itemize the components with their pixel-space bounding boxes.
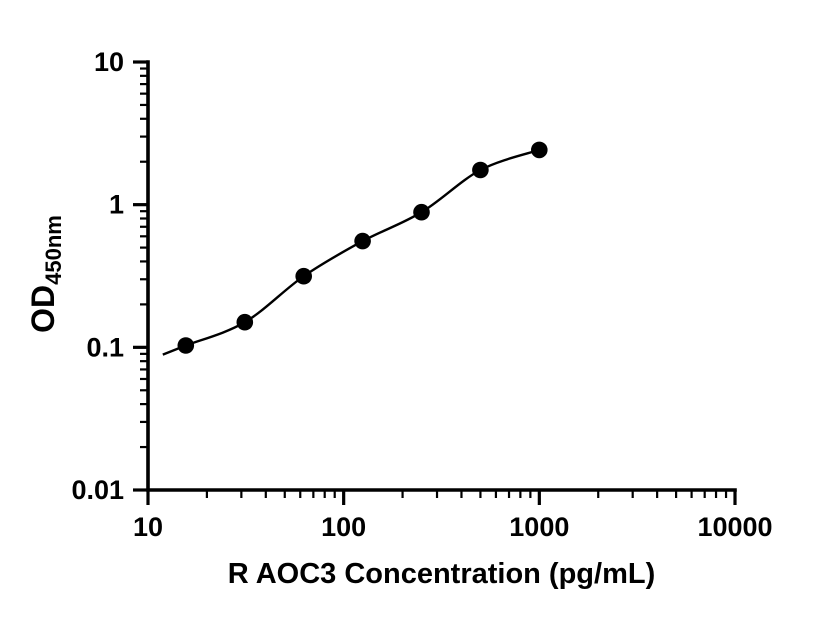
y-tick-label: 10 <box>94 47 124 77</box>
y-axis-title-main: OD <box>25 284 61 333</box>
y-tick-label: 0.1 <box>86 332 124 362</box>
y-tick-label: 0.01 <box>71 475 124 505</box>
data-point-marker <box>177 337 195 354</box>
fit-curve <box>162 148 540 356</box>
data-point-marker <box>295 267 313 285</box>
data-point-marker <box>531 141 548 159</box>
x-tick-label: 100 <box>321 512 366 542</box>
data-point-marker <box>413 203 430 221</box>
data-point-marker <box>354 232 371 250</box>
x-tick-label: 10000 <box>697 512 772 542</box>
axes-frame <box>146 60 737 492</box>
y-axis-title-sub: 450nm <box>41 215 66 285</box>
x-tick-label: 10 <box>133 512 163 542</box>
x-axis-title: R AOC3 Concentration (pg/mL) <box>227 558 656 590</box>
y-tick-label: 1 <box>109 190 124 220</box>
y-axis-title: OD450nm <box>25 215 67 333</box>
x-tick-label: 1000 <box>509 512 569 542</box>
data-point-marker <box>236 313 254 331</box>
data-point-marker <box>472 161 489 179</box>
